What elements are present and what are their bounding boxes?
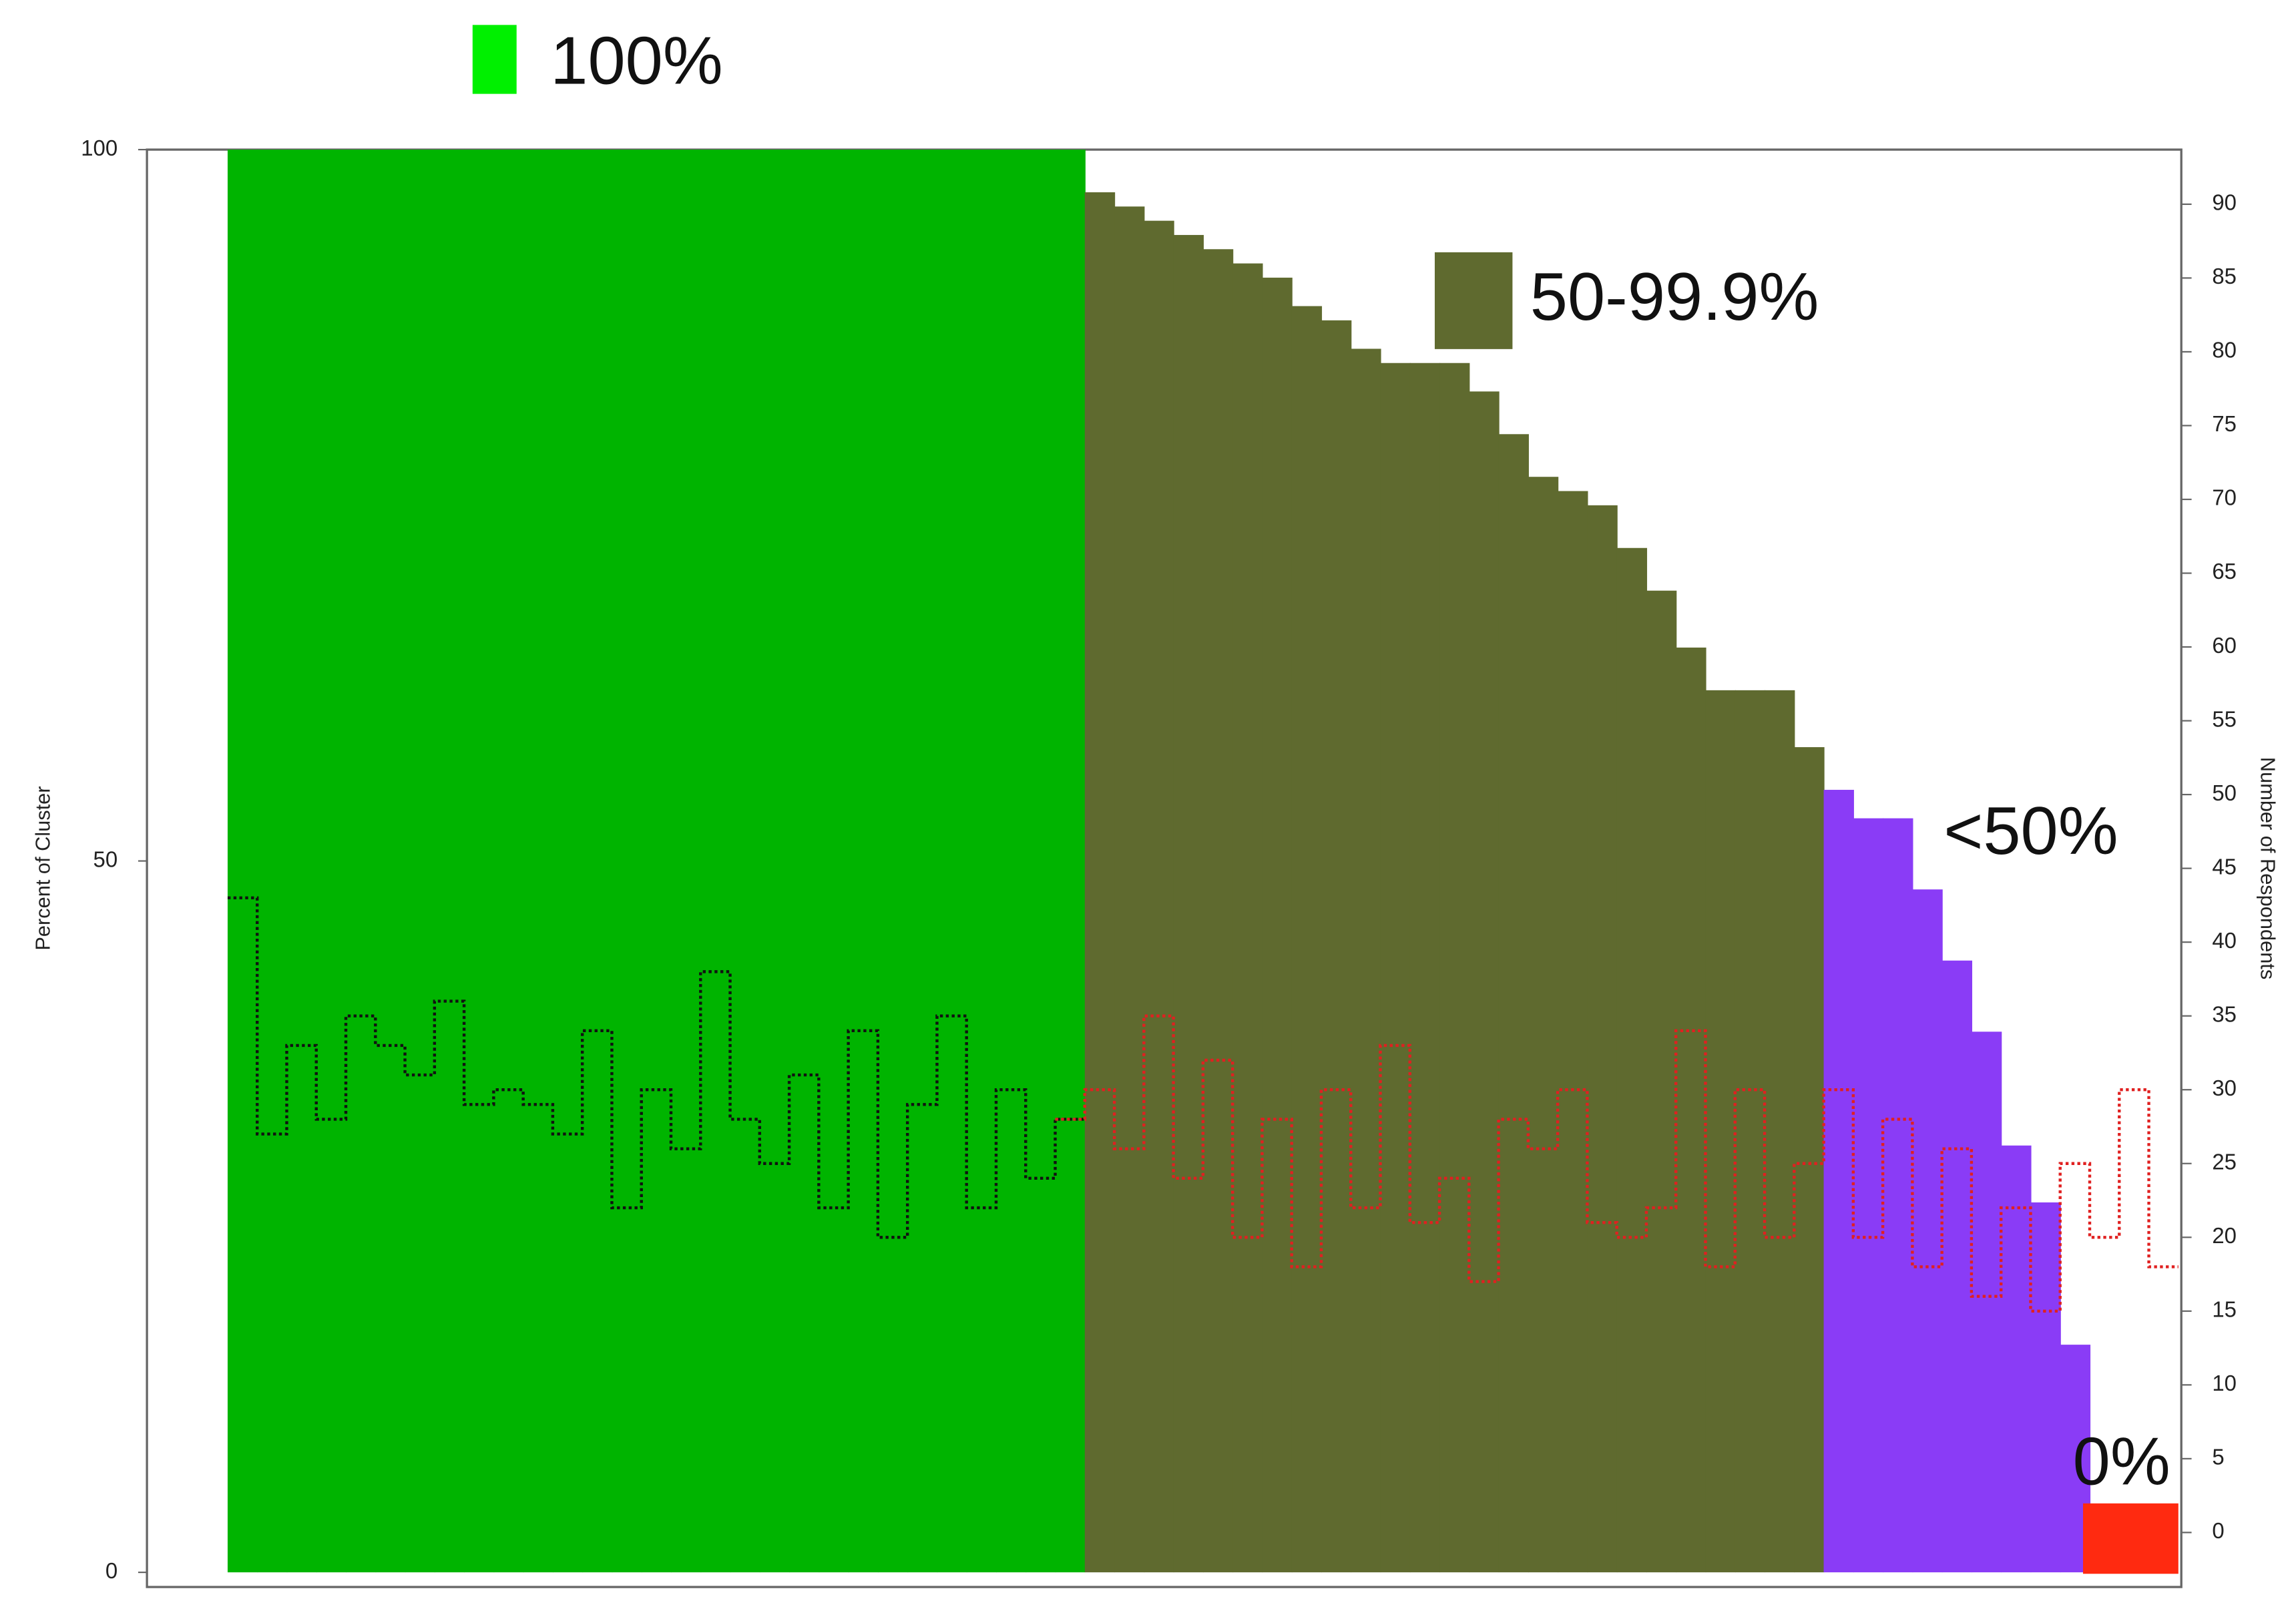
bar [1971,1031,2002,1573]
bar [789,150,820,1573]
bar [937,150,967,1573]
bar [1941,960,1973,1573]
bar [1114,206,1145,1573]
y2-tick-label: 0 [2212,1518,2224,1543]
bar [1676,647,1706,1573]
bar [1883,818,1913,1573]
y-tick-label: 50 [93,847,118,871]
bar [1794,747,1825,1573]
bar [848,150,879,1573]
y2-tick-label: 15 [2212,1297,2237,1322]
bar [641,150,672,1573]
bar [966,150,997,1573]
y2-tick-label: 45 [2212,854,2237,879]
bar [819,150,849,1573]
y2-axis-label: Number of Respondents [2257,757,2280,979]
bar [582,150,613,1573]
bar [375,150,406,1573]
bar [1025,150,1056,1573]
bar [1291,306,1323,1573]
bar [1853,818,1884,1573]
bar [493,150,524,1573]
bar [1439,363,1470,1573]
bar [1262,277,1293,1573]
y2-tick-label: 80 [2212,338,2237,363]
bar [1144,220,1174,1573]
bar [2001,1145,2032,1573]
bar [1646,590,1677,1573]
y2-tick-label: 35 [2212,1001,2237,1026]
y-axis-label: Percent of Cluster [31,786,54,951]
legend-label: <50% [1943,794,2118,869]
bar [1498,434,1529,1573]
bar [552,150,584,1573]
y2-tick-label: 55 [2212,706,2237,731]
legend-label: 50-99.9% [1530,260,1819,334]
bar [257,150,288,1573]
y2-tick-label: 85 [2212,264,2237,288]
bar [405,150,435,1573]
bar [434,150,465,1573]
respondents-line [1055,1014,2178,1313]
y2-tick-label: 40 [2212,928,2237,953]
bar [2030,1202,2061,1573]
legend-swatch [1434,252,1513,349]
y-tick-label: 100 [81,136,118,160]
legend-swatch [2083,1503,2178,1574]
bar [612,150,642,1573]
bar [671,150,702,1573]
y2-tick-label: 30 [2212,1076,2237,1100]
bar [346,150,377,1573]
bar [286,150,317,1573]
y2-tick-label: 60 [2212,633,2237,658]
y2-tick-label: 5 [2212,1445,2224,1469]
bar [1912,889,1943,1573]
bar [759,150,790,1573]
bar [877,150,909,1573]
bar [700,150,731,1573]
bar [1084,192,1116,1573]
bar [1469,391,1500,1573]
bar [227,150,258,1573]
bar [1616,547,1648,1573]
legend-label: 0% [2073,1425,2170,1500]
y2-tick-label: 90 [2212,190,2237,215]
bar [1735,690,1766,1573]
bar [1528,477,1559,1573]
y2-tick-label: 70 [2212,485,2237,510]
bar [995,150,1027,1573]
bar [1232,263,1263,1573]
y2-tick-label: 75 [2212,411,2237,436]
bar [1558,491,1588,1573]
legend-label: 100% [550,24,722,99]
y2-tick-label: 50 [2212,780,2237,805]
bar [1321,320,1352,1573]
bar [1202,249,1234,1573]
bar [907,150,938,1573]
legend-swatch [472,25,517,94]
bar [730,150,760,1573]
y2-tick-label: 25 [2212,1149,2237,1174]
bar [1173,234,1204,1573]
bar [1705,690,1736,1573]
bar [1765,690,1795,1573]
respondents-line [227,896,1085,1239]
bar [1351,349,1381,1573]
bar [523,150,554,1573]
bar [1409,363,1441,1573]
bar [1823,790,1854,1573]
bar [1587,505,1618,1573]
bar [1055,150,1086,1573]
bar [316,150,347,1573]
bar [464,150,495,1573]
plot-area [227,150,2178,1573]
y2-tick-label: 20 [2212,1223,2237,1248]
y-tick-label: 0 [105,1558,118,1583]
bar [1380,363,1411,1573]
y2-tick-label: 10 [2212,1371,2237,1395]
y2-tick-label: 65 [2212,559,2237,584]
